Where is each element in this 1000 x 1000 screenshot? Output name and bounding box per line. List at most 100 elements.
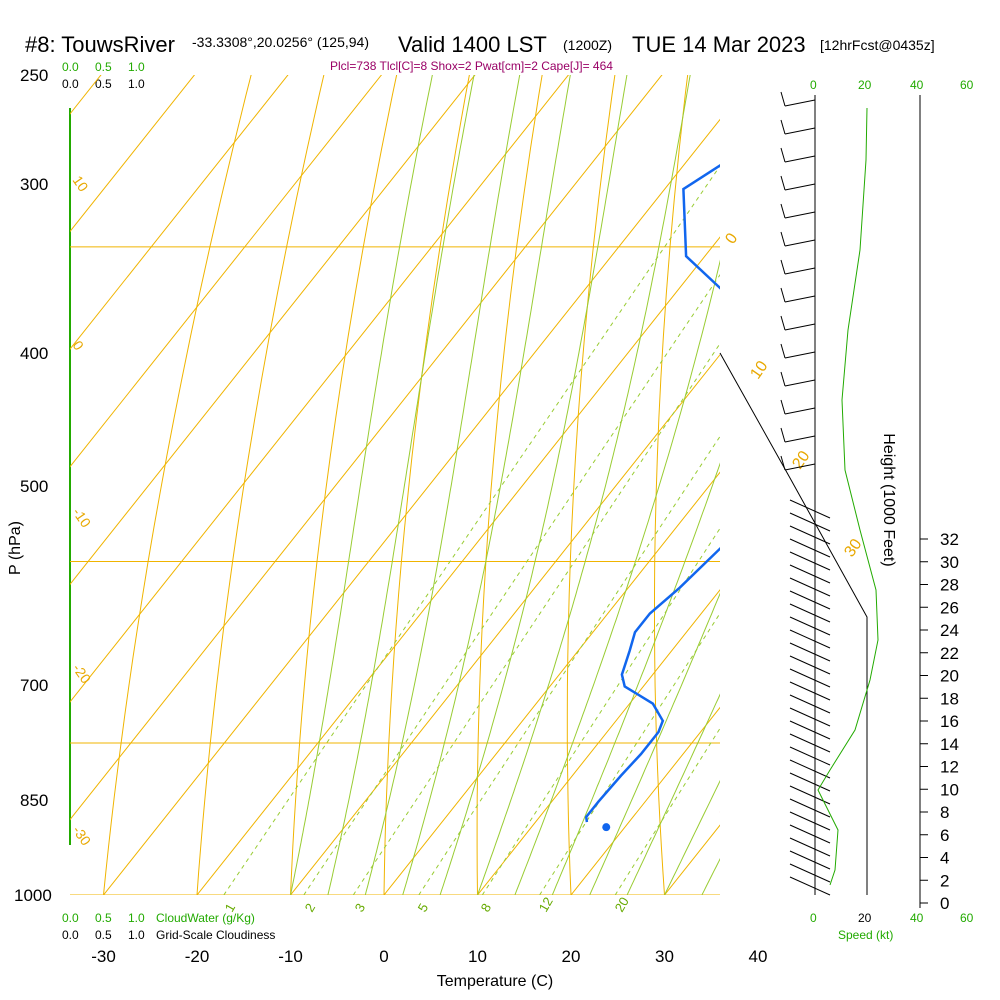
cloud-scale-bottom-black-1: 0.5 bbox=[95, 928, 112, 942]
wind-barb bbox=[789, 850, 831, 870]
isotherm bbox=[383, 471, 720, 895]
mixing-ratio-line bbox=[303, 273, 720, 895]
moist-adiabat bbox=[626, 693, 720, 895]
wind-barb bbox=[789, 655, 831, 675]
pressure-tick-500: 500 bbox=[20, 477, 48, 496]
mixing-ratio-lines bbox=[223, 165, 720, 895]
height-tick-label: 14 bbox=[940, 735, 959, 754]
mixing-ratio-label: 20 bbox=[612, 894, 632, 914]
height-tick-label: 20 bbox=[940, 667, 959, 686]
wind-barb bbox=[784, 435, 816, 443]
wind-barb bbox=[789, 629, 831, 649]
wind-barb bbox=[789, 525, 831, 545]
speed-bottom-40: 40 bbox=[910, 911, 924, 925]
isotherm bbox=[477, 589, 720, 895]
height-tick-label: 12 bbox=[940, 758, 959, 777]
wind-barb bbox=[789, 603, 831, 623]
moist-adiabat-lines bbox=[290, 0, 1000, 895]
wind-barb bbox=[789, 512, 831, 532]
isotherm-label: 30 bbox=[841, 536, 865, 560]
dry-adiabat bbox=[383, 75, 470, 895]
temperature-tick: 40 bbox=[749, 947, 768, 966]
cloud-scale-bottom-black-2: 1.0 bbox=[128, 928, 145, 942]
temperature-tick: 0 bbox=[379, 947, 388, 966]
dry-adiabat bbox=[196, 75, 325, 895]
isotherm bbox=[70, 75, 289, 350]
mixing-ratio-label: 3 bbox=[352, 901, 369, 915]
wind-barb bbox=[784, 99, 816, 107]
cloud-scale-top-green-1: 0.5 bbox=[95, 60, 112, 74]
wind-barb bbox=[784, 463, 816, 471]
isotherm bbox=[0, 0, 386, 895]
wind-barb bbox=[789, 798, 831, 818]
wind-barb bbox=[784, 295, 816, 303]
temperature-tick: -20 bbox=[185, 947, 210, 966]
valid-date: TUE 14 Mar 2023 bbox=[632, 32, 806, 57]
dry-adiabat bbox=[476, 75, 543, 895]
wind-speed-line bbox=[817, 107, 879, 886]
adiabat-label: -30 bbox=[70, 823, 95, 849]
forecast-label: [12hrFcst@0435z] bbox=[820, 37, 935, 53]
wind-barb bbox=[784, 379, 816, 387]
station-coords: -33.3308°,20.0256° (125,94) bbox=[192, 34, 369, 50]
wind-barb bbox=[789, 681, 831, 701]
isotherm bbox=[70, 75, 476, 586]
speed-top-20: 20 bbox=[858, 78, 872, 92]
moist-adiabat bbox=[364, 75, 521, 895]
isotherm bbox=[852, 0, 1000, 895]
wind-barb bbox=[789, 616, 831, 636]
temperature-tick: -10 bbox=[278, 947, 303, 966]
wind-barb-flag bbox=[780, 147, 786, 163]
height-tick-label: 10 bbox=[940, 780, 959, 799]
wind-barb bbox=[784, 155, 816, 163]
isotherm bbox=[70, 75, 196, 233]
temperature-tick: 10 bbox=[468, 947, 487, 966]
pressure-tick-300: 300 bbox=[20, 175, 48, 194]
moist-adiabat bbox=[327, 75, 475, 895]
isotherm bbox=[70, 75, 102, 115]
cloud-scale-top-green-2: 1.0 bbox=[128, 60, 145, 74]
wind-barb bbox=[784, 127, 816, 135]
mixing-ratio-line bbox=[352, 342, 720, 895]
station-title: #8: TouwsRiver bbox=[25, 32, 175, 57]
wind-barb bbox=[789, 642, 831, 662]
cloud-scale-top-black-0: 0.0 bbox=[62, 77, 79, 91]
moist-adiabat bbox=[477, 75, 691, 895]
wind-barb bbox=[789, 876, 831, 896]
height-tick-label: 6 bbox=[940, 826, 949, 845]
wind-barb bbox=[789, 733, 831, 753]
height-tick-label: 26 bbox=[940, 598, 959, 617]
wind-barb bbox=[784, 183, 816, 191]
adiabat-label: 0 bbox=[70, 338, 88, 354]
dry-adiabat bbox=[977, 0, 1000, 895]
wind-barb bbox=[789, 759, 831, 779]
height-tick-label: 4 bbox=[940, 849, 949, 868]
pressure-tick-250: 250 bbox=[20, 66, 48, 85]
wind-barb bbox=[789, 551, 831, 571]
height-tick-label: 0 bbox=[940, 894, 949, 913]
temperature-tick: 20 bbox=[562, 947, 581, 966]
wind-envelope-line bbox=[719, 352, 868, 895]
sounding-params: Plcl=738 Tlcl[C]=8 Shox=2 Pwat[cm]=2 Cap… bbox=[330, 59, 613, 73]
height-tick-label: 32 bbox=[940, 530, 959, 549]
wind-barb-flag bbox=[780, 203, 786, 219]
surface-temp bbox=[733, 823, 741, 831]
cloud-scale-top-green-0: 0.0 bbox=[62, 60, 79, 74]
pressure-tick-850: 850 bbox=[20, 791, 48, 810]
wind-barb bbox=[784, 351, 816, 359]
cloud-scale-bottom-green-2: 1.0 bbox=[128, 911, 145, 925]
height-tick-label: 24 bbox=[940, 621, 959, 640]
wind-barb bbox=[789, 590, 831, 610]
dry-adiabat-lines bbox=[103, 0, 1000, 895]
adiabat-label: -10 bbox=[70, 505, 95, 531]
speed-axis-label: Speed (kt) bbox=[838, 928, 893, 942]
mixing-ratio-line bbox=[539, 612, 720, 895]
wind-barb bbox=[784, 407, 816, 415]
dry-adiabat bbox=[566, 75, 616, 895]
wind-barb-flag bbox=[780, 119, 786, 135]
moist-adiabat bbox=[739, 0, 1000, 895]
isobar-lines bbox=[70, 246, 720, 895]
trace-parcel bbox=[913, 0, 1000, 417]
wind-barb bbox=[784, 267, 816, 275]
wind-barb-flag bbox=[780, 399, 786, 415]
